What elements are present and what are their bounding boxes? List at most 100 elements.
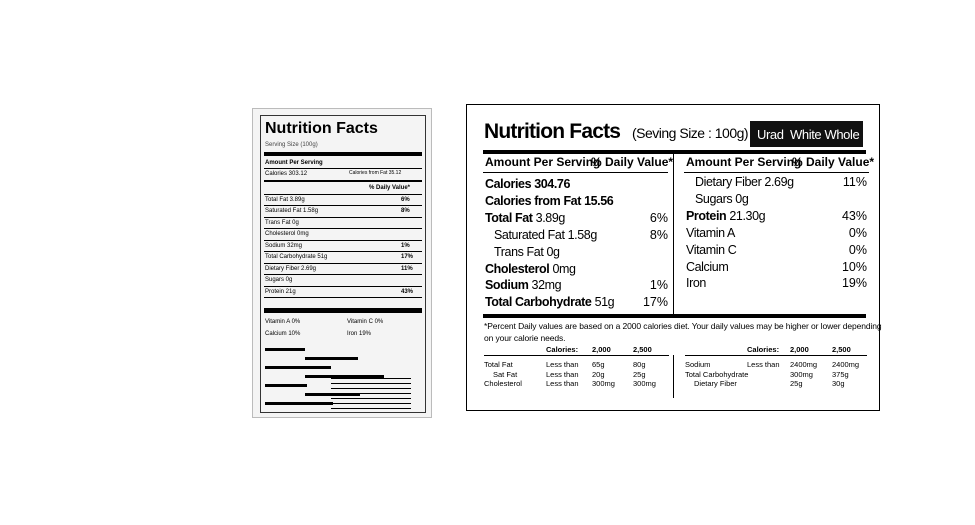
row-dv: 10% [841, 259, 867, 274]
row: Protein 21.30g [686, 208, 766, 223]
limits-qualifier: Less than [546, 379, 579, 389]
row-name: Protein [686, 208, 727, 223]
limits-v2: 30g [832, 379, 845, 389]
row-name: Total Fat [485, 210, 533, 225]
rule [264, 152, 422, 156]
small-row-text: Protein 21g [265, 288, 296, 295]
rule [331, 378, 411, 379]
row: Cholesterol 0mg [485, 261, 576, 276]
row-dv: 6% [649, 210, 668, 225]
serving: (Seving Size : 100g) [632, 125, 749, 142]
row-amount: Iron [686, 276, 706, 291]
row-amount: Saturated Fat 1.58g [494, 227, 597, 242]
small-row-dv: 17% [401, 254, 414, 261]
row-amount: 51g [594, 295, 615, 310]
rule [264, 168, 422, 169]
row-dv: 11% [842, 175, 867, 189]
limits-v2: 300mg [633, 379, 656, 389]
limits-header: 2,500 [832, 344, 851, 354]
rule [484, 355, 669, 356]
limits-v1: 25g [790, 379, 803, 389]
row-amount: 0mg [552, 261, 576, 276]
small-row-text: Trans Fat 0g [265, 219, 299, 226]
small-row-dv: 6% [401, 196, 410, 203]
rule [264, 194, 422, 195]
small-label-border: Nutrition Facts Serving Size (100g) Amount… [260, 115, 426, 413]
small-vitamin: Iron 19% [347, 330, 372, 337]
row-amount: Sugars 0g [695, 191, 749, 206]
limits-qualifier: Less than [546, 369, 579, 379]
row: Saturated Fat 1.58g [494, 227, 597, 242]
limits-name: Dietary Fiber [694, 379, 737, 389]
rule [684, 172, 869, 173]
rule [483, 314, 866, 318]
limits-header: Calories: [546, 344, 579, 354]
rule [264, 297, 422, 298]
tag: Urad White Whole [757, 126, 860, 142]
rule [264, 239, 422, 241]
row-name: Sodium [485, 278, 529, 293]
limits-v1: 20g [592, 369, 605, 379]
footnote: *Percent Daily values are based on a 200… [484, 321, 882, 332]
row-amount: Vitamin A [686, 225, 735, 240]
small-vitamin: Calcium 10% [265, 330, 301, 337]
row-amount: 21.30g [729, 208, 766, 223]
row: Dietary Fiber 2.69g [695, 176, 794, 189]
small-dv-header: % Daily Value* [369, 184, 411, 191]
rule [331, 388, 411, 389]
row: Calories from Fat 15.56 [485, 195, 614, 208]
dv-header: % Daily Value* [792, 155, 875, 170]
rule [264, 251, 422, 252]
limits-name: Cholesterol [484, 379, 522, 389]
small-calories-fat: Calories from Fat 35.12 [349, 170, 402, 177]
rule [265, 384, 307, 387]
rule [331, 383, 411, 384]
limits-header: 2,000 [592, 344, 611, 354]
row: Sugars 0g [695, 191, 749, 206]
row: Calcium [686, 260, 729, 274]
row: Iron [686, 277, 706, 290]
small-row-text: Dietary Fiber 2.69g [265, 265, 317, 272]
small-title: Nutrition Facts [265, 120, 378, 138]
nutrition-label: Nutrition Facts (Seving Size : 100g) Urad … [466, 104, 882, 411]
rule [264, 308, 422, 313]
limits-v2: 2400mg [832, 359, 860, 369]
rule [331, 403, 411, 404]
column-header: Amount Per Serving [686, 155, 802, 170]
row-dv: 0% [848, 225, 867, 240]
row: Calories 304.76 [485, 178, 570, 191]
small-row-dv: 43% [401, 288, 414, 295]
rule [305, 375, 384, 378]
row-amount: 3.89g [535, 210, 566, 225]
limits-header: Calories: [747, 344, 780, 354]
tag-box [750, 121, 863, 147]
row-name: Calories 304.76 [485, 177, 571, 191]
row: Sodium 32mg [485, 278, 562, 293]
rule [331, 398, 411, 399]
rule [265, 366, 331, 369]
small-vitamin: Vitamin C 0% [347, 318, 384, 325]
limits-v1: 300mg [790, 369, 813, 379]
limits-name: Sodium [685, 359, 711, 369]
limits-name: Sat Fat [493, 369, 518, 379]
row: Trans Fat 0g [494, 245, 560, 259]
row-dv: 19% [841, 276, 867, 291]
limits-header: 2,000 [790, 344, 809, 354]
rule [264, 180, 422, 182]
rule [265, 402, 333, 405]
small-row-text: Sodium 32mg [265, 242, 303, 249]
row: Total Carbohydrate 51g [485, 295, 615, 310]
small-row-text: Cholesterol 0mg [265, 231, 309, 238]
row-amount: Vitamin C [686, 242, 737, 257]
row-dv: 8% [649, 227, 668, 242]
limits-qualifier: Less than [546, 359, 579, 369]
small-serving: Serving Size (100g) [265, 141, 318, 148]
limits-v2: 80g [633, 359, 646, 369]
row-name: Cholesterol [485, 261, 550, 276]
row: Vitamin C [686, 242, 737, 257]
limits-header: 2,500 [633, 344, 652, 354]
limits-v2: 25g [633, 369, 646, 379]
dv-header: % Daily Value* [591, 155, 674, 170]
small-vitamin: Vitamin A 0% [265, 318, 301, 325]
